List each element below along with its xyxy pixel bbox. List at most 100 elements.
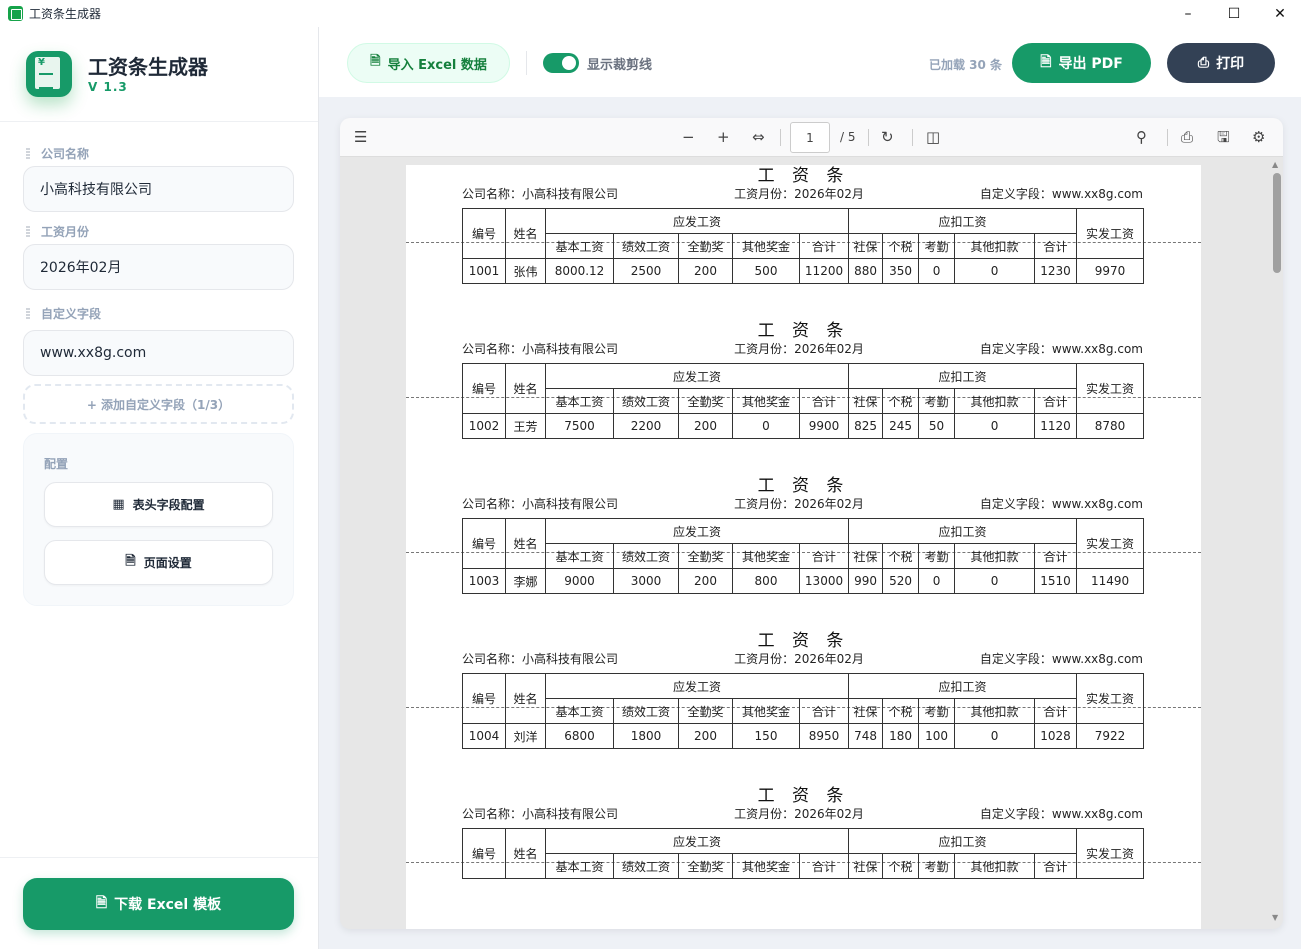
save-icon[interactable]: 🖫 [1217, 128, 1230, 146]
data-cell: 0 [954, 413, 1036, 439]
subheader-cell: 合计 [1034, 853, 1078, 879]
slip-title: 工 资 条 [757, 786, 850, 806]
add-custom-field-button[interactable]: + 添加自定义字段（1/3） [23, 384, 294, 424]
settings-icon[interactable]: ⚙ [1252, 128, 1266, 146]
fit-width-icon[interactable]: ⇔ [752, 128, 765, 146]
company-text: 公司名称：小高科技有限公司 [462, 652, 619, 666]
pdf-viewer: ☰ − + ⇔ 1 / 5 ↻ ◫ ⚲ ⎙ 🖫 ⚙ 工 资 条公司名称：小高科技… [340, 118, 1283, 929]
minimize-button[interactable]: – [1184, 5, 1192, 22]
data-cell: 8950 [798, 723, 850, 749]
label-text: 工资月份 [41, 225, 90, 239]
window-title: 工资条生成器 [29, 7, 102, 21]
print-icon[interactable]: ⎙ [1181, 128, 1194, 146]
subheader-cell: 其他奖金 [732, 853, 800, 879]
maximize-button[interactable]: ☐ [1227, 5, 1241, 22]
pdf-file-icon: 🗎 [1040, 54, 1052, 70]
header-cell: 姓名 [505, 673, 546, 724]
month-label: 工资月份 [26, 223, 89, 240]
rotate-icon[interactable]: ↻ [881, 128, 894, 146]
data-cell: 180 [882, 723, 920, 749]
payslip: 工 资 条公司名称：小高科技有限公司 工资月份：2026年02月 自定义字段：www… [406, 243, 1201, 439]
viewer-toolbar: ☰ − + ⇔ 1 / 5 ↻ ◫ ⚲ ⎙ 🖫 ⚙ [340, 118, 1283, 157]
payslip-table: 编号 姓名 应发工资 应扣工资 实发工资 基本工资 绩效工资 全勤奖 其他奖金 合计 社保 个税 考勤其… [462, 518, 1145, 594]
custom-field-label: 自定义字段 [26, 305, 101, 322]
data-cell: 刘洋 [505, 723, 546, 749]
subheader-cell: 合计 [798, 233, 850, 259]
header-field-config-button[interactable]: ▦ 表头字段配置 [44, 482, 273, 527]
subheader-cell: 绩效工资 [613, 233, 679, 259]
month-text: 工资月份：2026年02月 [734, 497, 864, 511]
page-settings-button[interactable]: 🗎 页面设置 [44, 540, 273, 585]
sidebar-toggle-icon[interactable]: ☰ [354, 128, 368, 146]
data-cell: 7922 [1076, 723, 1145, 749]
app-name: 工资条生成器 [88, 55, 208, 79]
page-view-icon[interactable]: ◫ [926, 128, 941, 146]
subheader-cell: 社保 [848, 543, 884, 569]
scroll-down-icon[interactable]: ▼ [1272, 913, 1279, 922]
data-cell: 0 [954, 568, 1036, 594]
zoom-out-icon[interactable]: − [682, 128, 695, 146]
label-text: 自定义字段 [41, 307, 102, 321]
crop-line-toggle[interactable] [543, 53, 579, 73]
divider [868, 129, 869, 146]
data-cell: 张伟 [505, 258, 546, 284]
company-input[interactable]: 小高科技有限公司 [23, 166, 294, 212]
data-cell: 500 [732, 258, 800, 284]
button-label: 打印 [1216, 56, 1245, 72]
main-area: 🗎 导入 Excel 数据 显示裁剪线 已加载 30 条 🗎 导出 PDF ⎙ 打印 … [319, 27, 1301, 949]
subheader-cell: 社保 [848, 853, 884, 879]
close-button[interactable]: ✕ [1274, 5, 1286, 22]
data-cell: 2500 [613, 258, 679, 284]
zoom-in-icon[interactable]: + [717, 128, 730, 146]
company-text: 公司名称：小高科技有限公司 [462, 187, 619, 201]
company-label: 公司名称 [26, 145, 89, 162]
subheader-cell: 合计 [798, 388, 850, 414]
payslip: 工 资 条公司名称：小高科技有限公司 工资月份：2026年02月 自定义字段：www… [406, 708, 1201, 879]
grip-icon [26, 225, 30, 238]
button-label: 导出 PDF [1058, 56, 1123, 72]
toolbar: 🗎 导入 Excel 数据 显示裁剪线 已加载 30 条 🗎 导出 PDF ⎙ 打印 [319, 27, 1301, 97]
loaded-count: 已加载 30 条 [929, 58, 1003, 72]
subheader-cell: 全勤奖 [678, 698, 733, 724]
custom-text: 自定义字段：www.xx8g.com [979, 187, 1143, 201]
custom-field-input[interactable]: www.xx8g.com [23, 330, 294, 376]
button-label: 下载 Excel 模板 [114, 897, 222, 913]
grip-icon [26, 147, 30, 160]
print-button[interactable]: ⎙ 打印 [1167, 43, 1275, 83]
scrollbar[interactable]: ▲ ▼ [1270, 158, 1283, 929]
month-text: 工资月份：2026年02月 [734, 187, 864, 201]
subheader-cell: 考勤 [918, 388, 956, 414]
import-excel-button[interactable]: 🗎 导入 Excel 数据 [347, 43, 510, 83]
subheader-cell: 绩效工资 [613, 698, 679, 724]
slip-info: 公司名称：小高科技有限公司 工资月份：2026年02月 自定义字段：www.xx8g… [462, 185, 1143, 202]
slip-info: 公司名称：小高科技有限公司 工资月份：2026年02月 自定义字段：www.xx8g… [462, 340, 1143, 357]
download-template-button[interactable]: 🗎 下载 Excel 模板 [23, 878, 294, 930]
brand: 工资条生成器 V 1.3 [0, 27, 318, 122]
subheader-cell: 全勤奖 [678, 233, 733, 259]
app-icon [8, 6, 23, 21]
export-pdf-button[interactable]: 🗎 导出 PDF [1012, 43, 1151, 83]
scrollbar-thumb[interactable] [1273, 173, 1281, 273]
search-icon[interactable]: ⚲ [1136, 128, 1147, 146]
scroll-up-icon[interactable]: ▲ [1272, 160, 1279, 169]
data-cell: 李娜 [505, 568, 546, 594]
payslip: 工 资 条公司名称：小高科技有限公司 工资月份：2026年02月 自定义字段：www… [406, 553, 1201, 749]
slip-title: 工 资 条 [757, 166, 850, 186]
printer-icon: ⎙ [1197, 55, 1210, 71]
slip-title: 工 资 条 [757, 476, 850, 496]
month-input[interactable]: 2026年02月 [23, 244, 294, 290]
header-cell: 应发工资 [544, 673, 850, 699]
data-cell: 6800 [545, 723, 614, 749]
company-text: 公司名称：小高科技有限公司 [462, 497, 619, 511]
header-cell: 应发工资 [544, 518, 850, 544]
header-cell: 应扣工资 [848, 208, 1078, 234]
page-number-input[interactable]: 1 [790, 122, 830, 153]
sidebar: 工资条生成器 V 1.3 公司名称 小高科技有限公司 工资月份 2026年02月… [0, 27, 319, 949]
header-cell: 姓名 [505, 363, 546, 414]
subheader-cell: 合计 [1034, 233, 1078, 259]
header-cell: 应发工资 [544, 363, 850, 389]
custom-text: 自定义字段：www.xx8g.com [979, 497, 1143, 511]
header-cell: 姓名 [505, 208, 546, 259]
subheader-cell: 合计 [798, 853, 850, 879]
button-label: 导入 Excel 数据 [387, 57, 487, 73]
